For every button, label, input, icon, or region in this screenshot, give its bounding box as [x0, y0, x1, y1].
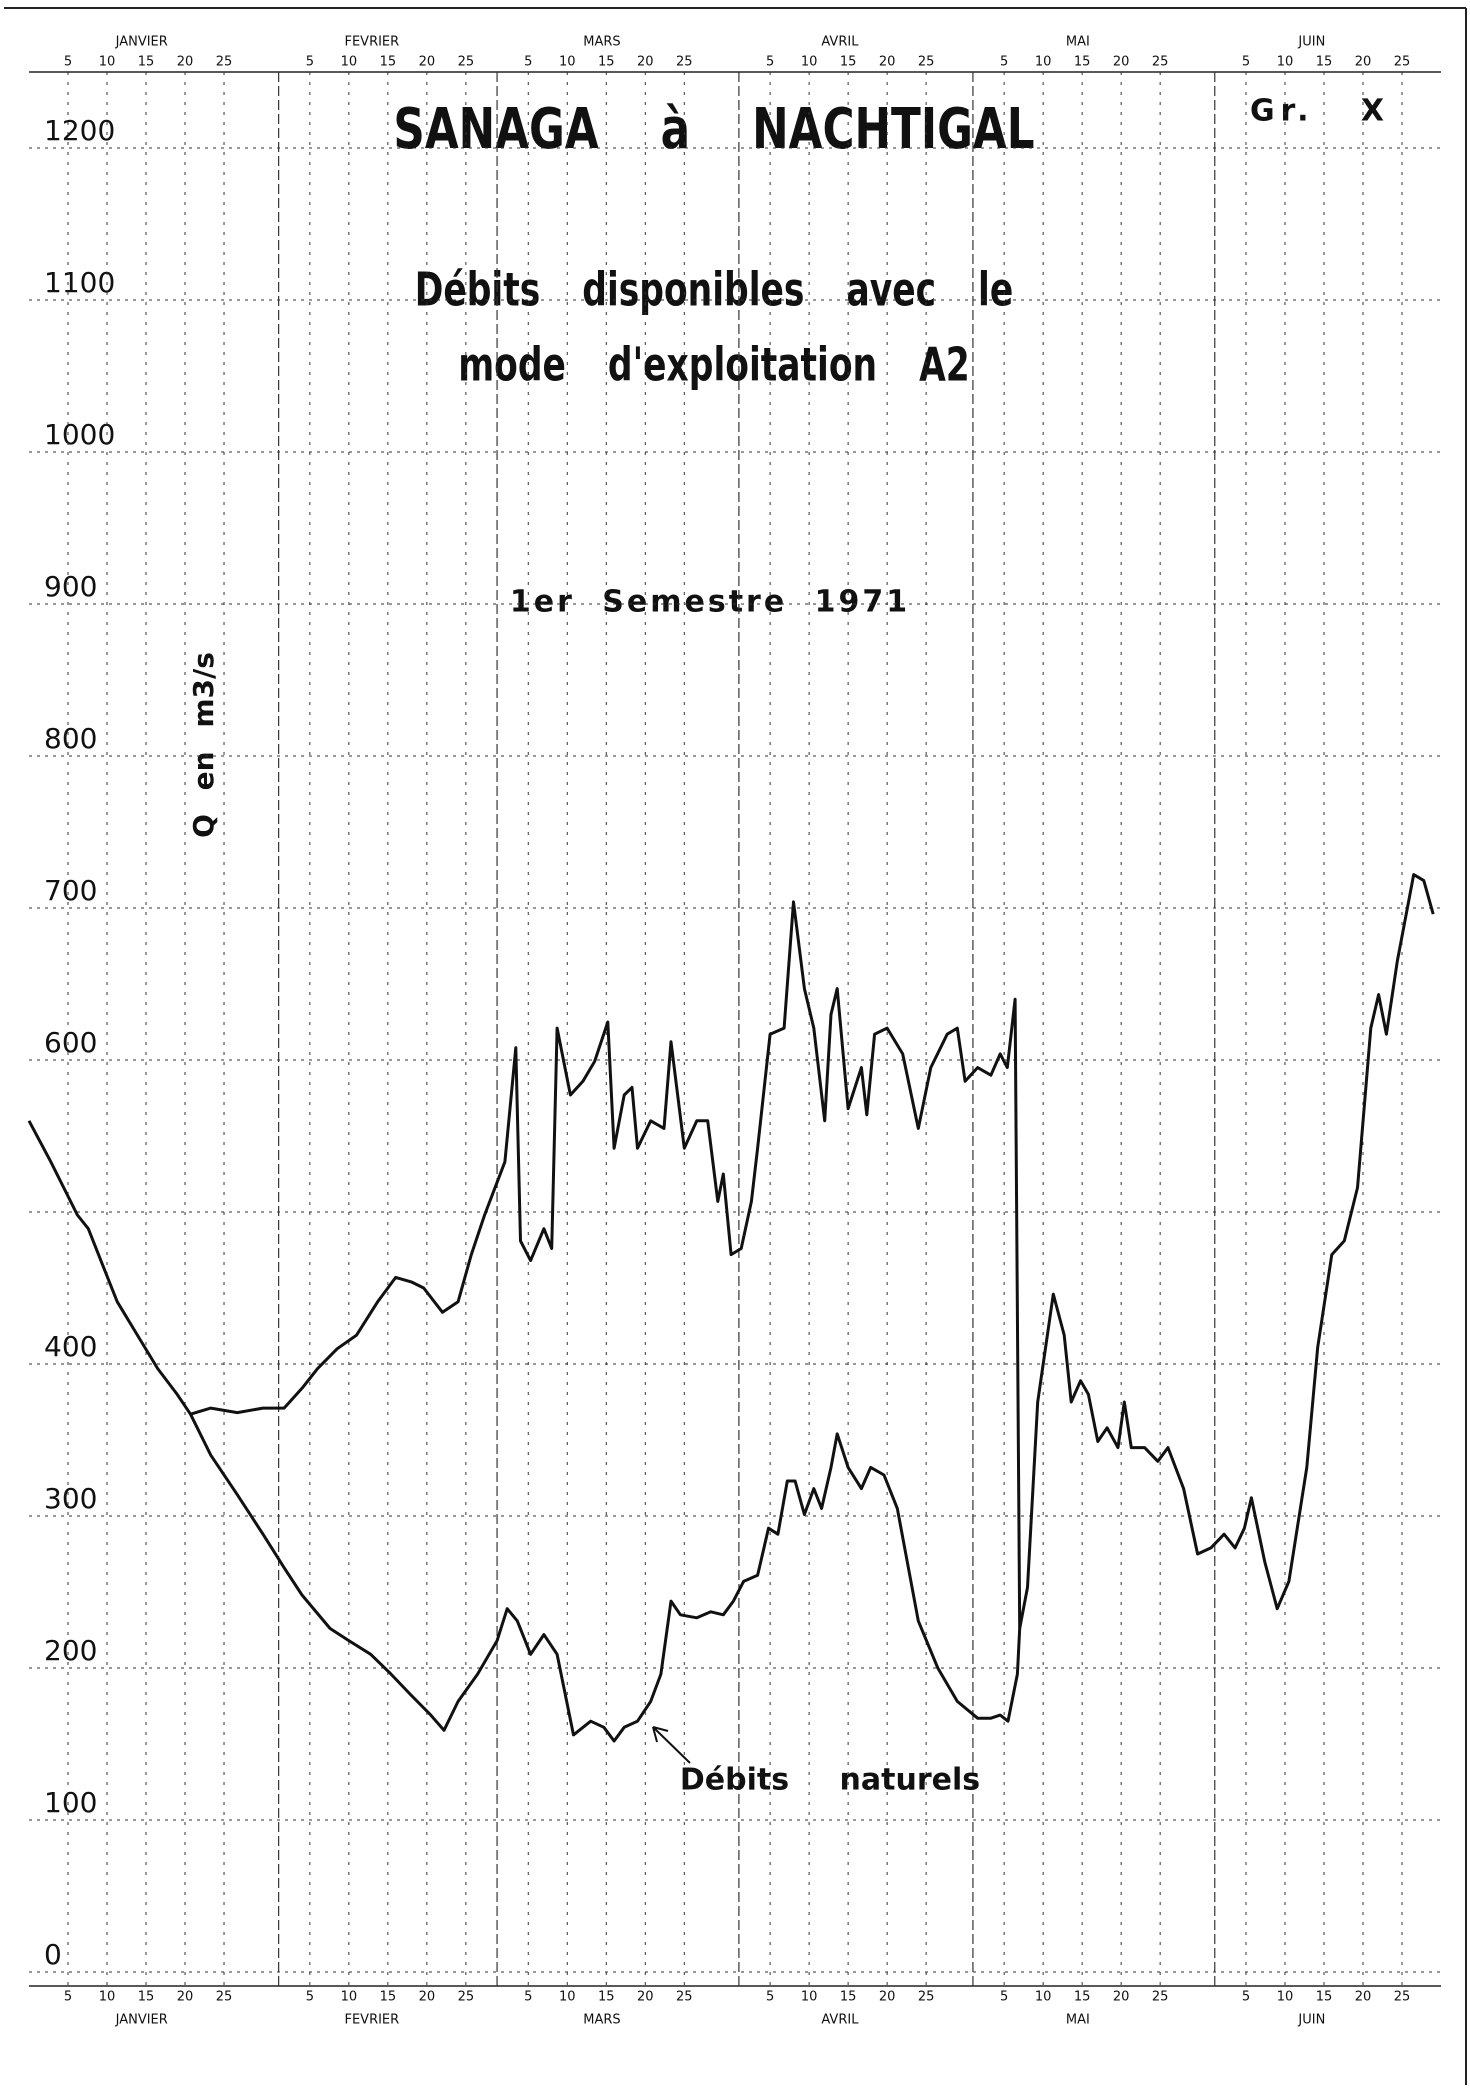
x-tick-label: 25: [458, 55, 475, 70]
month-label: MARS: [583, 2013, 620, 2028]
chart-title: SANAGA à NACHTIGAL: [393, 96, 1034, 162]
x-tick-label: 15: [138, 1990, 155, 2005]
x-tick-label: 20: [879, 55, 896, 70]
x-tick-label: 5: [1000, 55, 1008, 70]
x-tick-label: 15: [1074, 1990, 1091, 2005]
x-tick-label: 10: [801, 1990, 818, 2005]
month-label: MAI: [1066, 2013, 1090, 2028]
x-tick-label: 15: [1316, 1990, 1333, 2005]
x-tick-label: 5: [766, 55, 774, 70]
x-tick-label: 15: [840, 55, 857, 70]
x-tick-label: 10: [341, 1990, 358, 2005]
y-tick-label: 600: [44, 1026, 97, 1059]
data-line: [189, 1413, 1022, 1743]
x-tick-label: 25: [918, 55, 935, 70]
x-tick-label: 15: [138, 55, 155, 70]
y-tick-label: 200: [44, 1634, 97, 1667]
x-tick-label: 5: [524, 1990, 532, 2005]
series-annotation: Débits naturels: [680, 1763, 980, 1798]
x-tick-label: 20: [637, 1990, 654, 2005]
month-label: MAI: [1066, 35, 1090, 50]
x-tick-label: 25: [216, 55, 233, 70]
x-tick-label: 5: [1242, 1990, 1250, 2005]
x-tick-label: 5: [64, 55, 72, 70]
x-tick-label: 10: [801, 55, 818, 70]
x-tick-label: 5: [1000, 1990, 1008, 2005]
x-tick-label: 20: [419, 55, 436, 70]
y-tick-label: 1100: [44, 266, 115, 299]
x-tick-label: 5: [64, 1990, 72, 2005]
x-tick-label: 20: [177, 55, 194, 70]
x-tick-label: 25: [676, 1990, 693, 2005]
x-tick-label: 25: [1394, 55, 1411, 70]
x-tick-label: 20: [1355, 1990, 1372, 2005]
month-label: JUIN: [1297, 35, 1325, 50]
graph-number: Gr. X: [1250, 94, 1390, 129]
subtitle-line: Débits disponibles avec le: [415, 262, 1014, 316]
x-tick-label: 10: [1035, 1990, 1052, 2005]
y-tick-label: 300: [44, 1482, 97, 1515]
x-tick-label: 10: [99, 55, 116, 70]
x-tick-label: 15: [1316, 55, 1333, 70]
y-tick-label: 800: [44, 722, 97, 755]
x-tick-label: 20: [637, 55, 654, 70]
period-label: 1er Semestre 1971: [510, 585, 910, 620]
subtitle-line: mode d'exploitation A2: [458, 337, 970, 391]
x-tick-label: 10: [99, 1990, 116, 2005]
x-tick-label: 15: [1074, 55, 1091, 70]
x-tick-label: 25: [1152, 1990, 1169, 2005]
x-tick-label: 10: [1035, 55, 1052, 70]
x-tick-label: 5: [306, 1990, 314, 2005]
month-label: MARS: [583, 35, 620, 50]
annotation-arrow: [652, 1726, 691, 1764]
x-tick-label: 10: [1277, 55, 1294, 70]
x-tick-label: 25: [458, 1990, 475, 2005]
x-tick-label: 25: [216, 1990, 233, 2005]
x-tick-label: 10: [559, 1990, 576, 2005]
x-tick-label: 20: [1355, 55, 1372, 70]
x-tick-label: 20: [177, 1990, 194, 2005]
month-label: FEVRIER: [344, 2013, 399, 2028]
x-tick-label: 10: [341, 55, 358, 70]
y-tick-label: 700: [44, 874, 97, 907]
x-tick-label: 15: [840, 1990, 857, 2005]
x-tick-label: 15: [598, 55, 615, 70]
month-label: FEVRIER: [344, 35, 399, 50]
y-tick-label: 900: [44, 570, 97, 603]
x-tick-label: 5: [524, 55, 532, 70]
x-tick-label: 15: [598, 1990, 615, 2005]
x-tick-label: 20: [879, 1990, 896, 2005]
y-axis-label: Q en m3/s: [187, 652, 220, 838]
x-tick-label: 20: [419, 1990, 436, 2005]
y-tick-label: 0: [44, 1938, 62, 1971]
x-tick-label: 25: [1152, 55, 1169, 70]
data-line: [27, 873, 1435, 1630]
x-tick-label: 20: [1113, 1990, 1130, 2005]
x-tick-label: 20: [1113, 55, 1130, 70]
x-tick-label: 25: [676, 55, 693, 70]
month-label: AVRIL: [821, 35, 859, 50]
month-label: JANVIER: [115, 2013, 168, 2028]
x-tick-label: 5: [766, 1990, 774, 2005]
x-tick-label: 25: [918, 1990, 935, 2005]
x-tick-label: 5: [306, 55, 314, 70]
month-label: JUIN: [1297, 2013, 1325, 2028]
y-tick-label: 1000: [44, 418, 115, 451]
x-tick-label: 15: [380, 55, 397, 70]
month-label: JANVIER: [115, 35, 168, 50]
y-tick-label: 400: [44, 1330, 97, 1363]
y-tick-label: 100: [44, 1786, 97, 1819]
x-tick-label: 15: [380, 1990, 397, 2005]
x-tick-label: 10: [559, 55, 576, 70]
y-tick-label: 1200: [44, 114, 115, 147]
x-tick-label: 25: [1394, 1990, 1411, 2005]
month-label: AVRIL: [821, 2013, 859, 2028]
x-tick-label: 10: [1277, 1990, 1294, 2005]
x-tick-label: 5: [1242, 55, 1250, 70]
